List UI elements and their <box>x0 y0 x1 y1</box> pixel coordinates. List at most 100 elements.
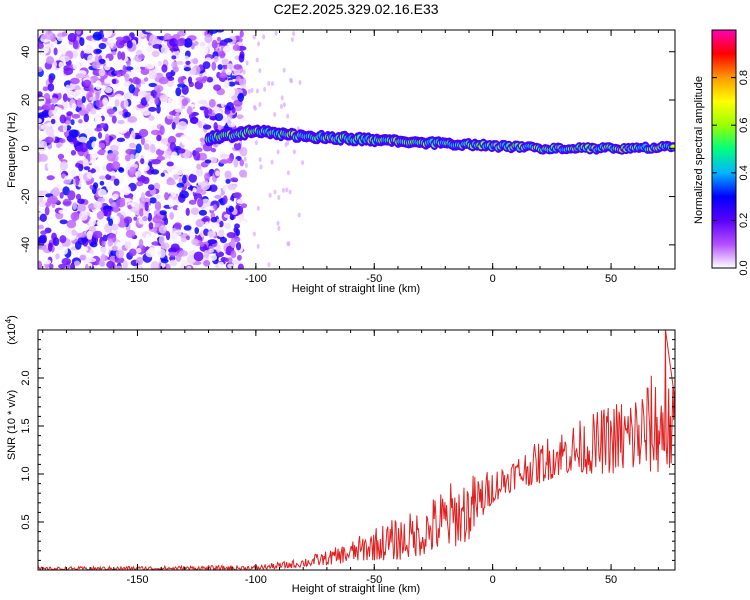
noise-blob <box>189 116 199 124</box>
noise-blob <box>222 195 228 205</box>
noise-blob <box>129 166 137 175</box>
noise-blob <box>91 141 97 149</box>
noise-blob <box>177 148 186 154</box>
noise-blob <box>92 230 103 239</box>
noise-blob <box>204 107 209 117</box>
noise-blob <box>45 43 50 54</box>
noise-blob <box>160 44 169 55</box>
noise-blob <box>148 70 157 80</box>
colorbar: 0.0 0.2 0.4 0.6 0.8 Normalized spectral ampl… <box>693 29 750 276</box>
noise-blob <box>234 223 240 229</box>
noise-blob <box>174 108 183 113</box>
noise-blob <box>105 133 110 143</box>
noise-blob <box>255 57 259 63</box>
noise-blob <box>135 78 142 85</box>
noise-blob <box>277 225 281 231</box>
noise-blob <box>219 39 228 46</box>
colorbar-ticks: 0.0 0.2 0.4 0.6 0.8 <box>712 70 750 276</box>
noise-blob <box>83 166 91 171</box>
noise-blob <box>279 103 283 109</box>
noise-blob <box>176 60 184 65</box>
colorbar-tick-label: 0.2 <box>738 213 750 228</box>
noise-blob <box>190 124 200 129</box>
noise-blob <box>139 90 148 97</box>
noise-blob <box>111 78 117 84</box>
noise-blob <box>170 243 180 252</box>
noise-blob <box>213 55 219 63</box>
noise-blob <box>77 203 87 213</box>
x-tick-label: -50 <box>366 273 382 285</box>
noise-blob <box>69 82 76 90</box>
noise-blob <box>197 99 208 105</box>
noise-blob <box>170 187 178 197</box>
noise-blob <box>113 215 121 225</box>
noise-blob <box>239 30 244 38</box>
noise-blob <box>187 76 193 84</box>
noise-blob <box>154 96 159 105</box>
noise-blob <box>216 186 221 197</box>
noise-blob <box>204 34 213 44</box>
snr-panel: -150 -100 -50 0 50 0.5 1.0 1.5 2.0 Height of st… <box>4 315 676 595</box>
noise-blob <box>140 136 145 146</box>
noise-blob <box>78 210 88 221</box>
noise-blob <box>219 159 229 164</box>
noise-blob <box>244 172 248 178</box>
noise-blob <box>97 149 107 156</box>
noise-blob <box>165 263 171 269</box>
noise-blob <box>208 108 213 115</box>
noise-blob <box>222 45 232 55</box>
noise-blob <box>118 126 128 134</box>
noise-blob <box>145 30 156 33</box>
noise-blob <box>58 44 68 53</box>
noise-blob <box>175 166 185 176</box>
noise-blob <box>48 263 54 269</box>
y-tick-label: 0.5 <box>20 514 32 529</box>
noise-blob <box>154 201 162 211</box>
noise-blob <box>181 139 191 146</box>
noise-blob <box>146 63 155 70</box>
noise-blob <box>95 99 105 108</box>
noise-blob <box>267 80 271 86</box>
noise-blob <box>175 87 182 97</box>
noise-blob <box>66 219 77 229</box>
noise-blob <box>103 30 113 38</box>
noise-blob <box>52 237 60 247</box>
noise-blob <box>212 204 217 210</box>
noise-blob <box>104 86 113 94</box>
noise-blob <box>123 92 133 102</box>
noise-blob <box>237 263 244 269</box>
noise-blob <box>95 91 100 100</box>
noise-blob <box>186 265 192 269</box>
noise-blob <box>107 238 113 247</box>
noise-blob <box>201 217 209 222</box>
noise-blob <box>46 175 55 181</box>
noise-blob <box>128 248 137 257</box>
noise-blob <box>240 203 248 209</box>
noise-blob <box>38 224 45 230</box>
noise-blob <box>259 164 263 170</box>
colorbar-gradient <box>711 29 737 269</box>
noise-blob <box>124 154 131 162</box>
noise-blob <box>161 64 168 73</box>
noise-blob <box>226 68 232 76</box>
noise-blob <box>175 253 182 262</box>
noise-blob <box>152 215 162 224</box>
noise-blob <box>86 104 91 111</box>
noise-blob <box>233 64 242 70</box>
noise-blob <box>218 261 225 269</box>
noise-blob <box>231 95 239 101</box>
noise-blob <box>286 170 290 176</box>
noise-blob <box>70 150 77 156</box>
noise-blob <box>143 143 150 151</box>
noise-blob <box>123 208 130 214</box>
noise-blob <box>65 228 72 236</box>
noise-blob <box>169 259 178 267</box>
x-tick-label: -100 <box>245 574 267 586</box>
noise-blob <box>38 106 44 111</box>
noise-blob <box>89 249 94 255</box>
noise-blob <box>215 170 221 177</box>
noise-blob <box>47 242 53 252</box>
noise-blob <box>140 158 145 165</box>
noise-blob <box>195 147 203 153</box>
spectrogram-y-label: Frequency (Hz) <box>6 112 18 188</box>
